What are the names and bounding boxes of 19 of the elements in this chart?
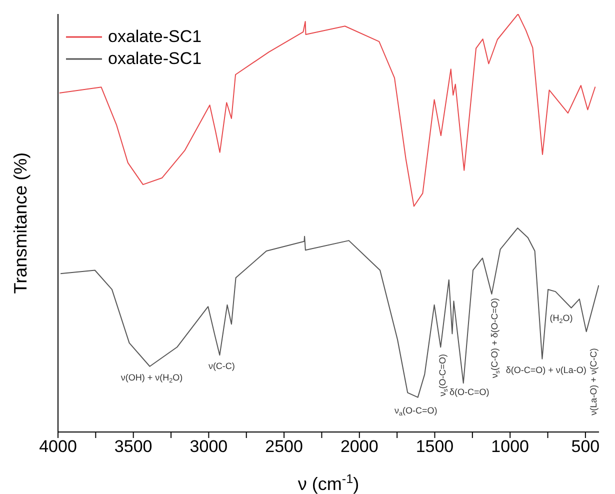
x-axis-title: ν (cm$^{-1}$) [298, 472, 360, 494]
legend-label: oxalate-SC1 [108, 26, 202, 48]
legend-label: oxalate-SC1 [108, 48, 202, 70]
x-tick-label: 500 [571, 437, 600, 456]
x-tick-label: 4000 [39, 437, 77, 456]
annotation: δ(O-C=O) [449, 387, 490, 398]
x-tick-label: 3500 [114, 437, 152, 456]
annotation: ν(La-O) + ν(C-C) [588, 348, 598, 416]
x-tick-label: 3000 [190, 437, 228, 456]
annotation: ν(C-C) [208, 361, 235, 372]
x-tick-label: 1500 [416, 437, 454, 456]
y-axis-title: Transmitance (%) [10, 152, 30, 294]
x-tick-label: 1000 [491, 437, 530, 456]
x-tick-label: 2500 [265, 437, 303, 456]
x-tick-label: 2000 [340, 437, 378, 456]
annotation: ν$_{a}$(O-C=O) [394, 405, 438, 418]
annotation: δ(O-C=O) + ν(La-O) [506, 364, 586, 375]
annotation: ν(OH) + ν(H$_{2}$O) [120, 372, 183, 384]
annotation: (H$_{2}$O) [550, 312, 573, 325]
